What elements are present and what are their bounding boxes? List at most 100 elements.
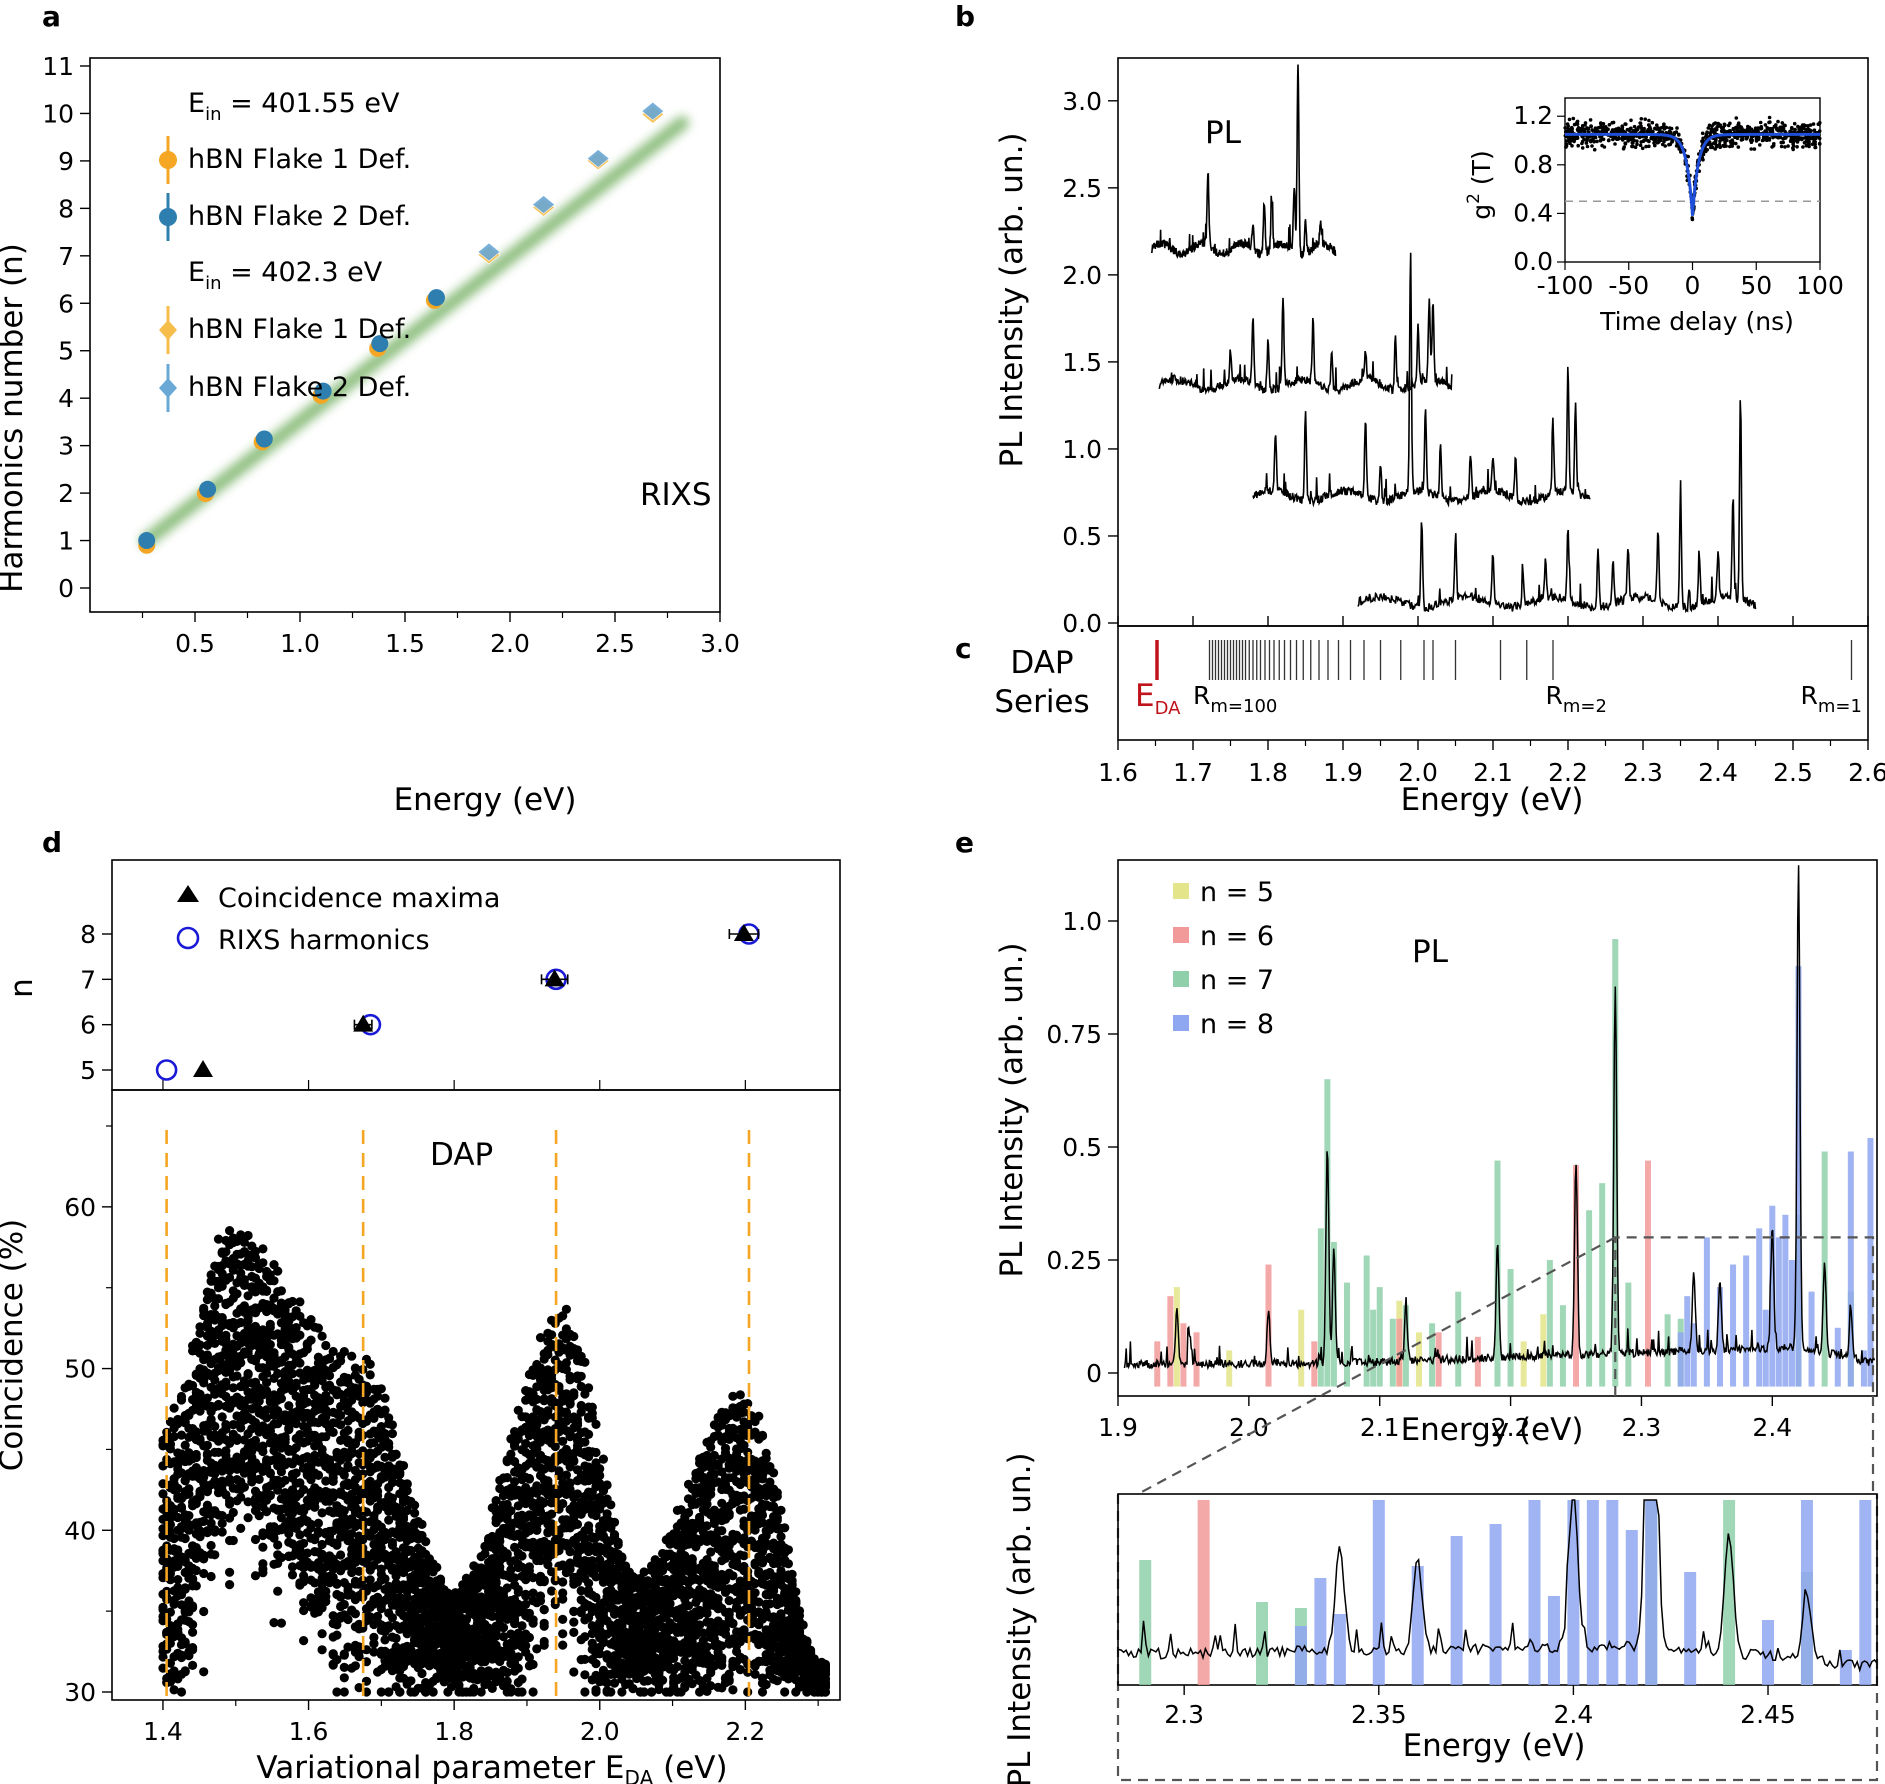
- panel-b-inset-ylabel: g2 (T): [1464, 150, 1496, 219]
- coincidence-point: [402, 1629, 412, 1639]
- coincidence-point: [376, 1687, 386, 1697]
- panel-c-xtick-label: 2.1: [1473, 758, 1513, 787]
- inset-point: [1614, 127, 1619, 131]
- coincidence-point: [217, 1518, 227, 1528]
- panel-b-ytick-label: 0.5: [1062, 522, 1102, 551]
- inset-point: [1779, 144, 1784, 149]
- inset-point: [1730, 139, 1735, 144]
- coincidence-point: [595, 1464, 605, 1474]
- coincidence-point: [262, 1413, 272, 1423]
- coincidence-point: [210, 1525, 220, 1535]
- panel-d-xtick-label: 1.8: [434, 1717, 474, 1746]
- panel-a-legend-group-1-base: E: [188, 88, 205, 119]
- coincidence-point: [502, 1583, 512, 1593]
- inset-point: [1582, 127, 1586, 131]
- coincidence-point: [606, 1500, 616, 1510]
- panel-a-point-1: [255, 430, 273, 448]
- coincidence-point: [358, 1469, 368, 1479]
- inset-point: [1814, 135, 1819, 140]
- inset-point: [1700, 131, 1705, 136]
- coincidence-point: [202, 1449, 212, 1459]
- coincidence-point: [528, 1687, 538, 1697]
- coincidence-point: [384, 1623, 394, 1633]
- coincidence-point: [202, 1440, 212, 1450]
- inset-point: [1804, 127, 1809, 132]
- coincidence-point: [188, 1603, 198, 1613]
- inset-ytick-label: 0.8: [1513, 150, 1553, 179]
- inset-point: [1611, 120, 1616, 125]
- coincidence-point: [487, 1683, 497, 1693]
- panel-b-spectrum-1: [1151, 64, 1337, 260]
- coincidence-point: [343, 1614, 353, 1625]
- inset-point: [1800, 136, 1805, 141]
- inset-point: [1617, 136, 1621, 141]
- coincidence-point: [262, 1386, 272, 1396]
- panel-c-xtick-label: 2.3: [1623, 758, 1663, 787]
- panel-a-ytick-label: 3: [58, 432, 74, 461]
- coincidence-point: [336, 1550, 346, 1560]
- coincidence-point: [176, 1468, 187, 1478]
- coincidence-point: [432, 1562, 442, 1572]
- inset-point: [1632, 124, 1637, 129]
- coincidence-point: [321, 1596, 331, 1607]
- panel-d-bottom-ytick-label: 50: [64, 1355, 96, 1384]
- inset-point: [1611, 137, 1615, 142]
- inset-point: [1647, 144, 1651, 149]
- inset-point: [1648, 125, 1652, 129]
- coincidence-point: [384, 1506, 394, 1516]
- coincidence-point: [598, 1454, 609, 1464]
- coincidence-point: [528, 1615, 538, 1625]
- coincidence-point: [343, 1373, 353, 1383]
- coincidence-point: [391, 1649, 401, 1660]
- coincidence-point: [380, 1574, 390, 1584]
- coincidence-point: [402, 1505, 412, 1516]
- coincidence-point: [391, 1449, 401, 1459]
- coincidence-point: [213, 1330, 224, 1340]
- inset-point: [1640, 146, 1645, 151]
- coincidence-point: [524, 1632, 535, 1643]
- coincidence-point: [225, 1272, 235, 1283]
- inset-point: [1772, 142, 1776, 146]
- inset-point: [1768, 128, 1772, 132]
- inset-point: [1627, 128, 1632, 132]
- panel-c-xlabel: Energy (eV): [1401, 782, 1584, 818]
- panel-d-top-ytick-label: 8: [80, 920, 96, 949]
- coincidence-point: [173, 1545, 183, 1555]
- coincidence-point: [321, 1340, 331, 1351]
- coincidence-point: [199, 1606, 209, 1617]
- coincidence-point: [569, 1391, 579, 1401]
- coincidence-point: [324, 1460, 335, 1470]
- inset-point: [1623, 141, 1628, 146]
- panel-b-ylabel: PL Intensity (arb. un.): [994, 132, 1030, 467]
- panel-c-title-line2: Series: [994, 684, 1089, 720]
- coincidence-point: [539, 1605, 549, 1615]
- coincidence-point: [572, 1418, 583, 1428]
- dap-marker-label-2-base: R: [1546, 681, 1563, 710]
- panel-d-xtick-label: 1.4: [143, 1717, 183, 1746]
- coincidence-point: [665, 1599, 675, 1609]
- coincidence-point: [365, 1612, 375, 1622]
- coincidence-point: [328, 1473, 338, 1483]
- panel-d-xtick-label: 2.0: [580, 1717, 620, 1746]
- panel-a-legend-marker: [159, 151, 177, 169]
- inset-ytick-label: 0.0: [1513, 247, 1553, 276]
- coincidence-point: [210, 1338, 220, 1348]
- panel-a-legend-group-2-base: E: [188, 257, 205, 288]
- panel-a-legend-group-1: Ein = 401.55 eV: [188, 88, 400, 125]
- inset-point: [1765, 126, 1769, 130]
- coincidence-point: [421, 1687, 431, 1697]
- inset-point: [1644, 144, 1648, 149]
- coincidence-point: [339, 1513, 349, 1523]
- coincidence-point: [210, 1550, 220, 1560]
- coincidence-point: [276, 1553, 286, 1563]
- coincidence-point: [287, 1296, 298, 1307]
- coincidence-point: [221, 1334, 231, 1345]
- coincidence-point: [558, 1614, 568, 1624]
- coincidence-point: [295, 1297, 305, 1307]
- coincidence-point: [258, 1528, 268, 1538]
- inset-point: [1811, 122, 1816, 126]
- coincidence-point: [558, 1499, 568, 1509]
- coincidence-point: [498, 1632, 509, 1642]
- coincidence-point: [273, 1266, 283, 1276]
- coincidence-point: [369, 1647, 379, 1657]
